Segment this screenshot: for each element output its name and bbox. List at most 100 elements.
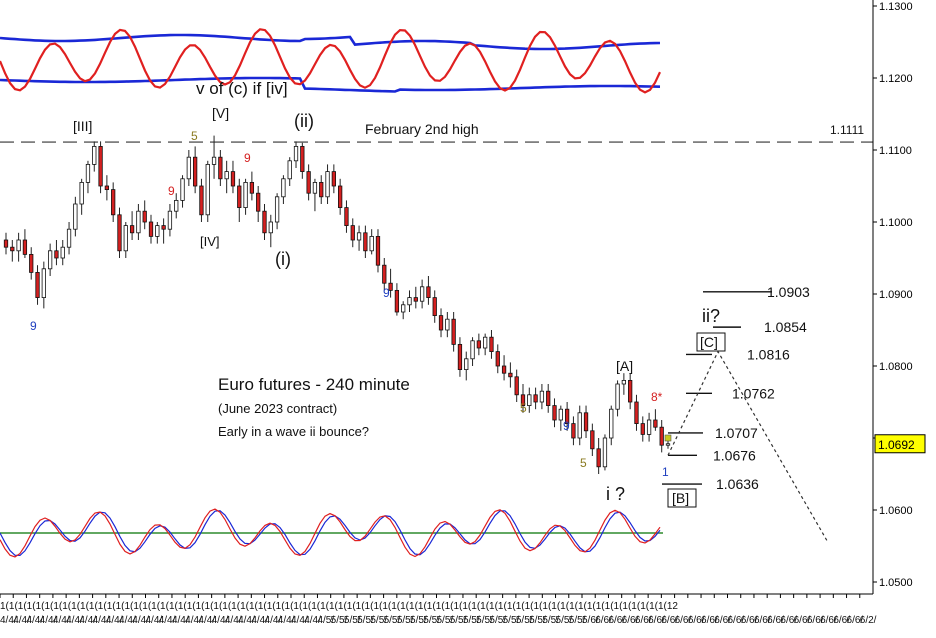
current-price-label: 1.0692 [878,438,915,452]
time-axis-label: 4/4/ [159,615,176,626]
time-axis-label: 5/6/ [582,615,599,626]
time-axis-label: 4/4/ [304,615,321,626]
time-axis-label: 4/4/ [238,615,255,626]
candle-bear [237,185,242,209]
time-axis-label: 4/4/ [0,615,17,626]
candle-bear [338,185,343,209]
time-axis-label: 4/4/ [146,615,163,626]
time-axis-label: 5/5/ [503,615,520,626]
candle-bear [590,430,595,450]
time-axis-label: 5/5/ [344,615,361,626]
time-axis-label: 4/4/ [172,615,189,626]
candle-bull [167,210,173,230]
candle-bull [356,232,362,241]
candle-bull [401,304,406,313]
time-axis-label: 5/5/ [542,615,559,626]
horizontal-lines: February 2nd high 1.1111 [0,121,873,143]
time-axis-label: 4/4/ [40,615,57,626]
c-label-box [696,332,726,352]
candle-bear [533,394,538,403]
wave-label: [A] [616,358,633,374]
wave-label: [C] [700,334,718,350]
time-axis-label: 4/4/ [291,615,308,626]
price-tick-label: 1.0500 [879,577,913,589]
count-label: 9 [244,151,251,165]
candle-bear [98,145,103,187]
time-axis-label: 5/5/ [397,615,414,626]
target-level-label: 1.0676 [713,447,756,463]
time-axis-label: 5/5/ [463,615,480,626]
count-label: 9 [168,184,175,198]
time-axis-label: 6/6/ [728,615,745,626]
candle-bear [457,343,463,370]
candle-bull [665,443,671,446]
time-axis-label: 4/4/ [106,615,123,626]
candle-bear [22,239,28,255]
candle-bear [262,210,267,234]
candle-bull [268,221,273,234]
candle-bull [41,268,46,298]
candle-bull [539,390,545,403]
lower-band-line [0,76,661,93]
candle-bull [281,178,286,198]
time-axis-label: 5/5/ [437,615,454,626]
candle-bear [117,214,122,252]
candle-bear [476,340,481,349]
wave-label: (ii) [294,111,314,131]
chart-subtitle: (June 2023 contract) [218,401,337,416]
candle-bear [451,318,456,345]
projected-wave-path [667,350,829,543]
count-label: 5 [191,129,198,143]
candle-bear [300,145,305,172]
price-tick-label: 1.1100 [879,145,912,157]
time-axis-label: 5/5/ [370,615,387,626]
candle-bull [483,336,488,349]
top-oscillator-line [0,28,661,94]
time-axis-label: 4/4/ [79,615,96,626]
candle-bull [445,318,450,331]
time-axis-top-labels: 1(1(1(1(1(1(1(1(1(1(1(1(1(1(1(1(1(1(1(1(… [0,601,678,612]
candle-bull [47,250,53,270]
candle-bear [249,181,255,194]
candle-bull [60,246,65,259]
time-axis-label: 5/5/ [476,615,493,626]
candle-bear [489,336,494,353]
candle-bull [174,199,179,212]
candle-bear [344,207,349,227]
candle-bear [564,408,570,425]
time-axis-label: 4/4/ [265,615,282,626]
candle-bull [312,181,318,194]
candle-bear [319,181,324,198]
time-axis-label: 6/6/ [807,615,824,626]
candle-bear [363,232,368,252]
time-axis-label: 4/4/ [132,615,149,626]
top-oscillator-panel [0,28,661,94]
candle-bear [161,225,166,230]
candle-bear [520,394,526,406]
candle-bull [527,394,532,406]
time-axis-label: 5/5/ [423,615,440,626]
candle-bull [85,163,91,183]
time-axis-label: 4/4/ [66,615,83,626]
wave-label: [B] [672,490,689,506]
candle-bull [609,408,614,439]
candle-bull [16,239,21,252]
candle-bear [256,192,261,212]
candle-bear [659,426,664,446]
chart-title: Euro futures - 240 minute [218,375,410,394]
candle-bull [155,225,160,237]
candle-bear [111,189,116,216]
time-axis-label: 6/6/ [714,615,731,626]
candle-bear [129,225,135,234]
time-axis-label: 6/6/ [648,615,665,626]
candle-bear [426,286,431,298]
time-axis-label: 6/6/ [622,615,639,626]
count-label: 5 [580,456,587,470]
fast-oscillator-line [0,508,661,558]
candle-bear [388,282,393,291]
time-axis-label: 5/5/ [384,615,401,626]
time-axis-label: 6/6/ [608,615,625,626]
time-axis-label: 4/4/ [13,615,30,626]
candle-bull [136,210,141,234]
